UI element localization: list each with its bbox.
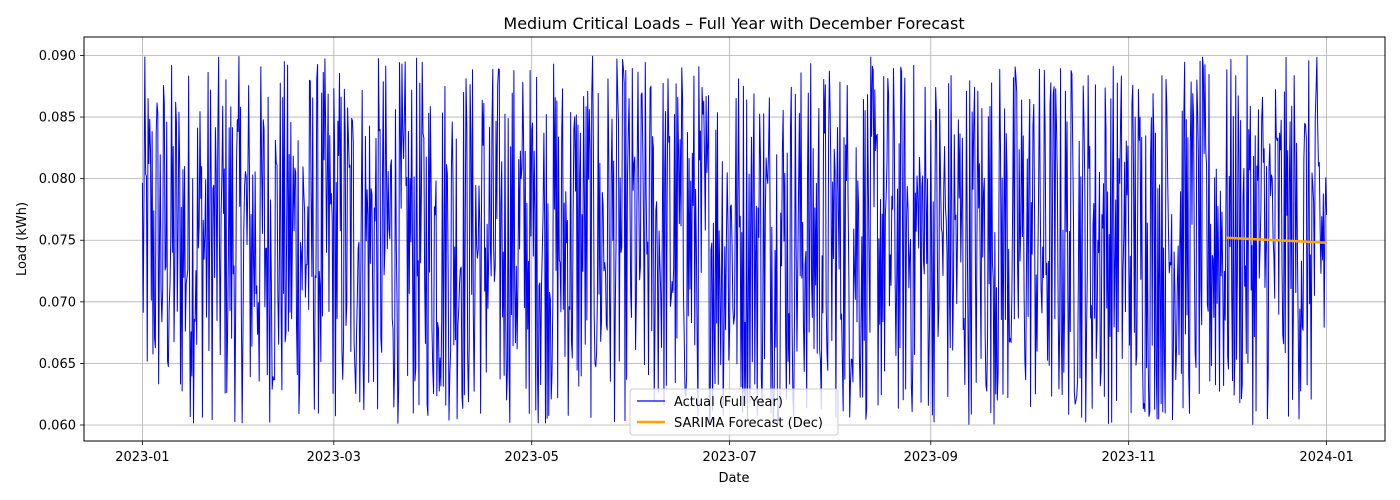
y-axis-label: Load (kWh) bbox=[15, 202, 30, 276]
legend-box bbox=[629, 388, 839, 436]
y-tick-label: 0.060 bbox=[39, 418, 76, 433]
chart-title: Medium Critical Loads – Full Year with D… bbox=[503, 14, 964, 33]
y-tick-label: 0.070 bbox=[39, 295, 76, 310]
x-tick-label: 2023-09 bbox=[904, 450, 958, 465]
x-tick-label: 2023-01 bbox=[115, 450, 169, 465]
x-tick-label: 2023-11 bbox=[1102, 450, 1156, 465]
x-axis-label: Date bbox=[718, 471, 749, 486]
plot-frame bbox=[83, 36, 1386, 442]
x-tick-label: 2023-07 bbox=[702, 450, 756, 465]
x-ticks: 2023-01 2023-03 2023-05 2023-07 2023-09 2023-… bbox=[115, 441, 1354, 465]
y-tick-label: 0.075 bbox=[39, 234, 76, 249]
y-tick-label: 0.090 bbox=[39, 49, 76, 64]
series-actual-line bbox=[141, 55, 1328, 426]
y-tick-label: 0.085 bbox=[39, 111, 76, 126]
y-tick-label: 0.065 bbox=[39, 357, 76, 372]
x-tick-label: 2023-05 bbox=[505, 450, 559, 465]
y-tick-label: 0.080 bbox=[39, 172, 76, 187]
legend-label-actual: Actual (Full Year) bbox=[674, 395, 783, 410]
x-tick-label: 2023-03 bbox=[307, 450, 361, 465]
legend-label-forecast: SARIMA Forecast (Dec) bbox=[674, 416, 823, 431]
y-ticks: 0.060 0.065 0.070 0.075 0.080 0.085 0.090 bbox=[39, 49, 84, 433]
x-tick-label: 2024-01 bbox=[1299, 450, 1353, 465]
series-layer bbox=[141, 55, 1328, 426]
legend: Actual (Full Year) SARIMA Forecast (Dec) bbox=[629, 388, 839, 436]
series-forecast-line bbox=[1225, 236, 1327, 244]
